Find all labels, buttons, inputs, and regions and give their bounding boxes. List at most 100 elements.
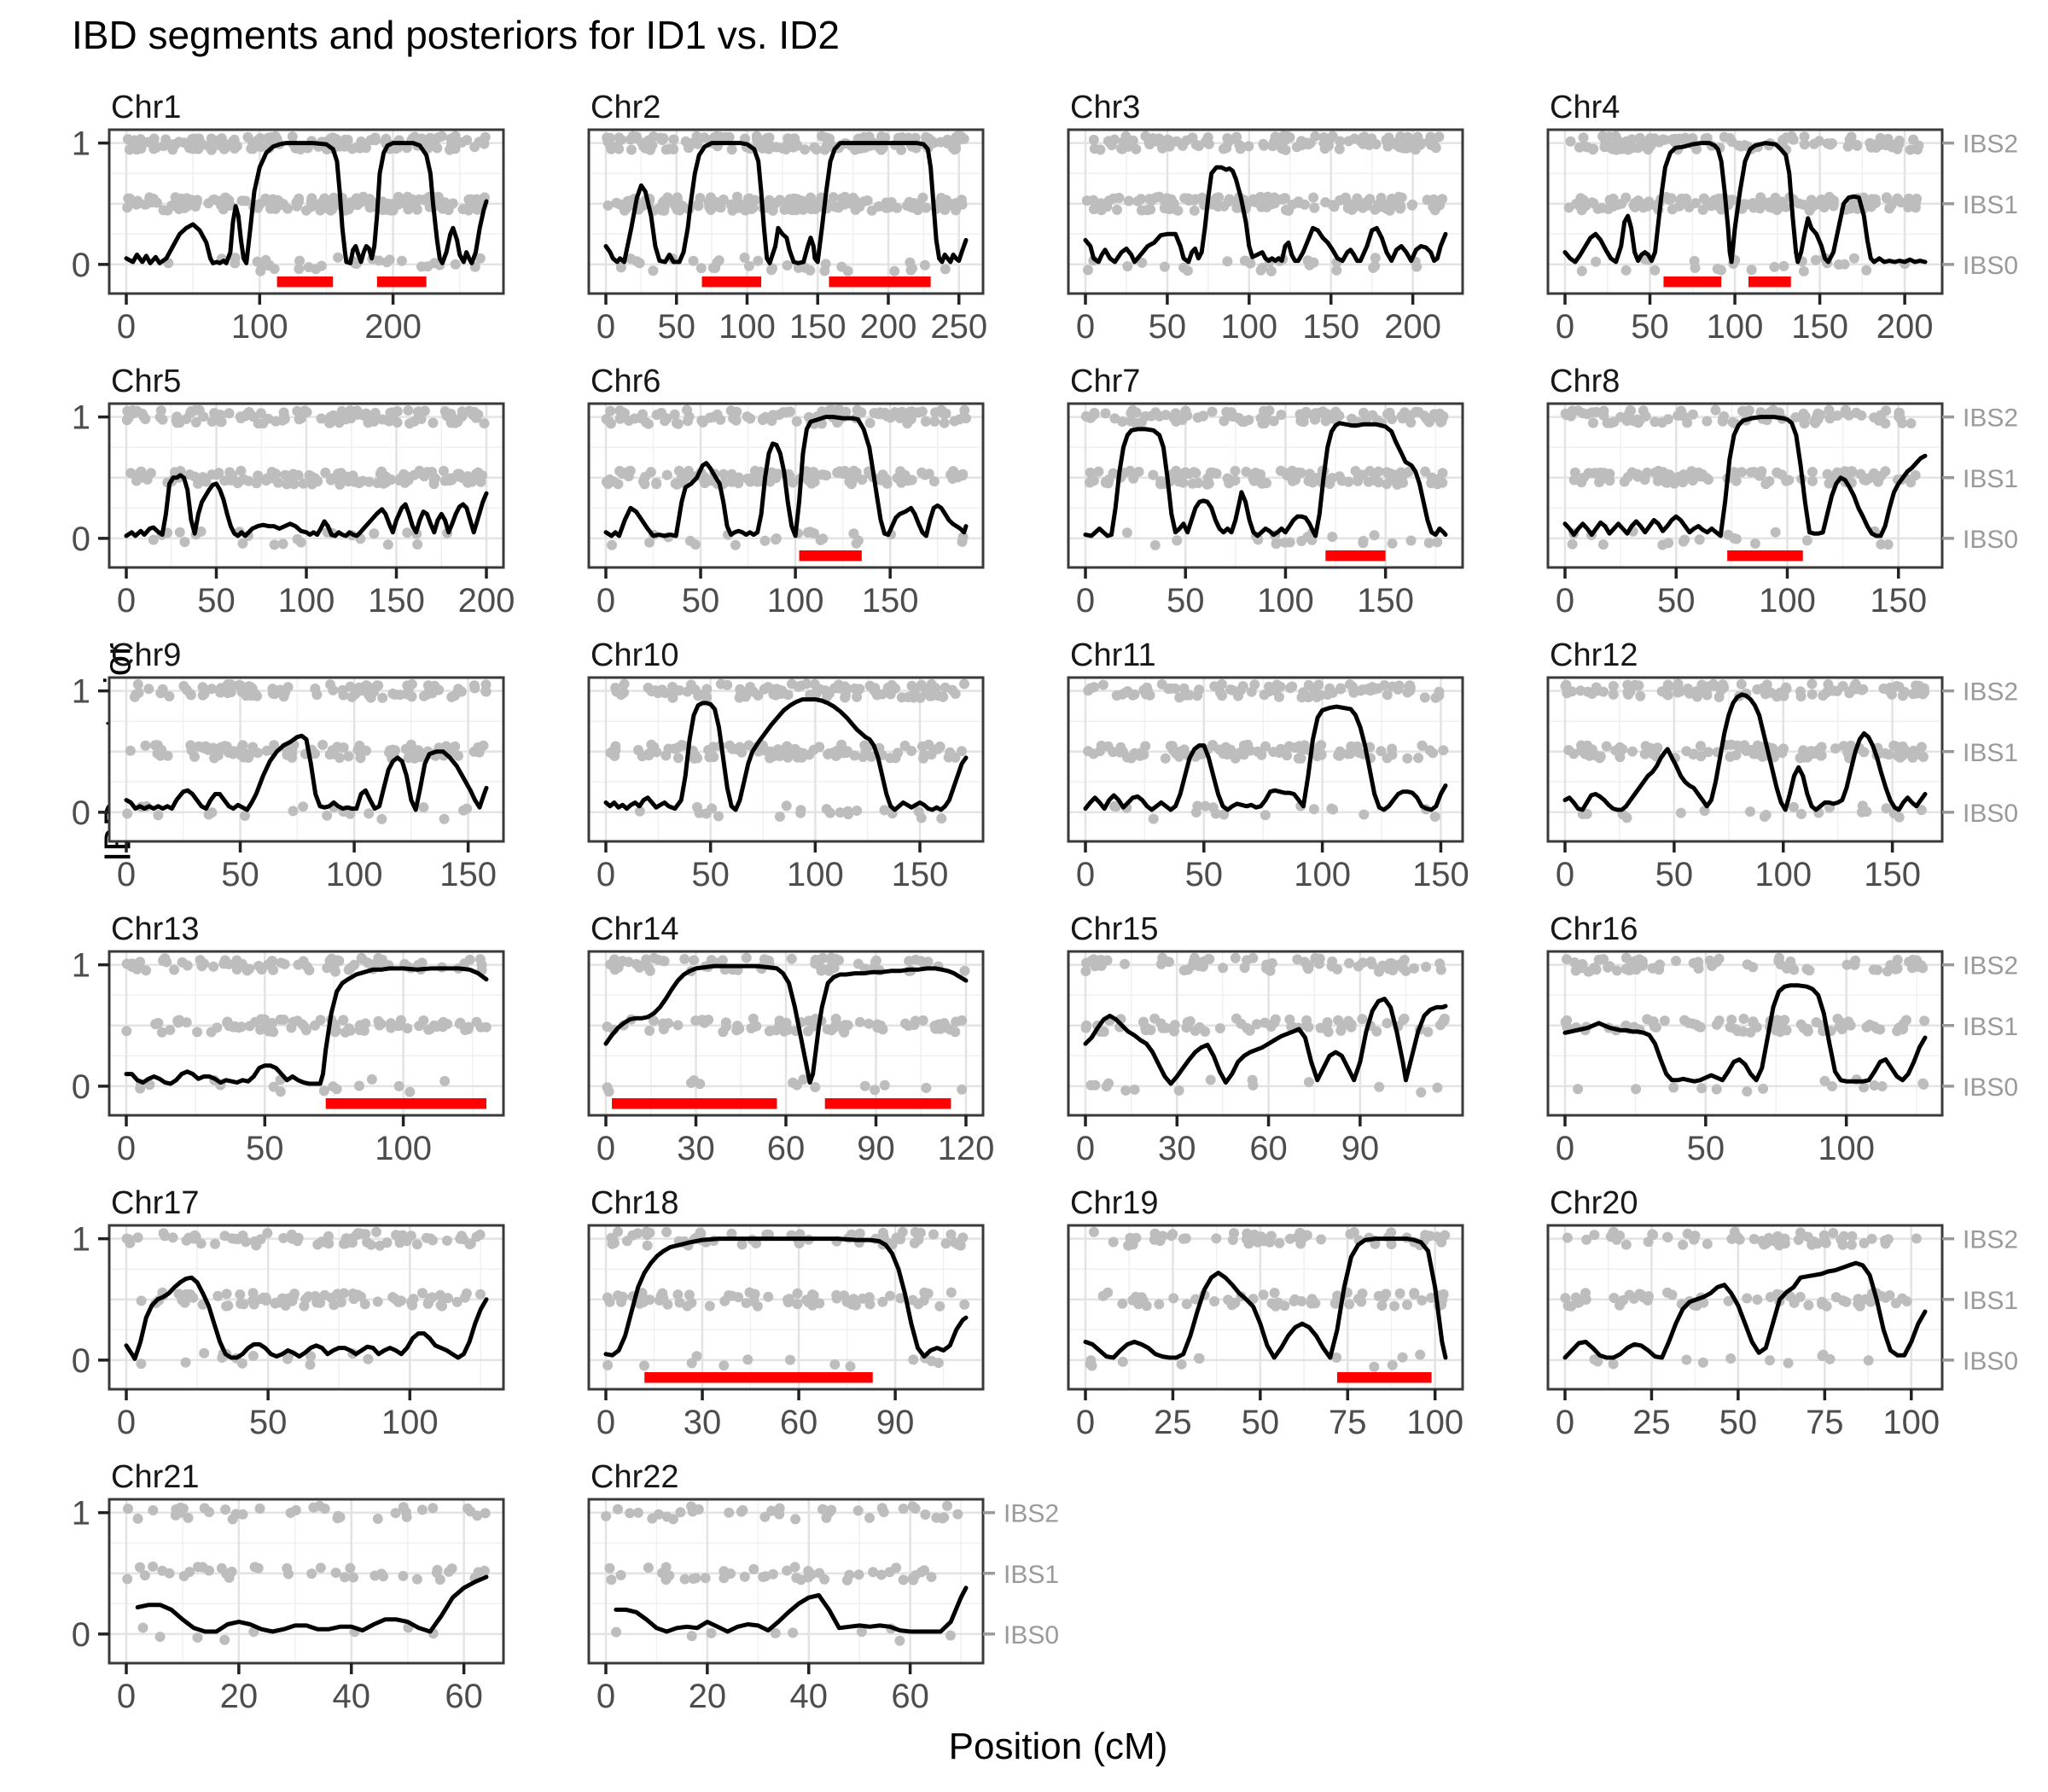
x-tick-label: 150 bbox=[368, 582, 425, 620]
ibs-scatter-dots bbox=[122, 678, 492, 824]
panel-border bbox=[1067, 1224, 1464, 1391]
ibs-axis-label: IBS2 bbox=[1963, 952, 2018, 980]
ibs-scatter-dots bbox=[605, 678, 969, 824]
ibd-posterior-line bbox=[1083, 421, 1448, 538]
y-tick-label: 0 bbox=[72, 1068, 90, 1106]
x-tick-label: 200 bbox=[1876, 308, 1934, 346]
facet-label: Chr16 bbox=[1550, 911, 1638, 947]
ibd-posterior-line bbox=[124, 966, 489, 1086]
panel-border bbox=[587, 128, 985, 295]
x-tick-label: 0 bbox=[117, 856, 136, 893]
panel-chr3: Chr3 0 50 100 150 200 bbox=[1067, 90, 1464, 346]
ibs-axis-label: IBS0 bbox=[1963, 526, 2018, 554]
panel-chr15: Chr15 0 30 60 90 bbox=[1067, 911, 1464, 1167]
x-tick-label: 120 bbox=[938, 1130, 995, 1167]
x-tick-label: 50 bbox=[1167, 582, 1205, 620]
panel-chr10: Chr10 0 50 100 150 bbox=[587, 637, 985, 893]
facet-label: Chr7 bbox=[1070, 364, 1140, 399]
x-tick-label: 100 bbox=[231, 308, 288, 346]
panel-border bbox=[1546, 1224, 1944, 1391]
x-tick-label: 200 bbox=[1384, 308, 1441, 346]
x-tick-label: 150 bbox=[1864, 856, 1921, 893]
ibd-posterior-line bbox=[1083, 704, 1448, 812]
panel-background bbox=[589, 1499, 983, 1663]
ibd-segment-bar bbox=[829, 276, 931, 288]
x-tick-label: 0 bbox=[596, 308, 615, 346]
x-tick-label: 90 bbox=[1341, 1130, 1380, 1167]
ibs-axis-label: IBS2 bbox=[1963, 404, 2018, 433]
panel-chr7: Chr7 0 50 100 150 bbox=[1067, 364, 1464, 620]
panel-border bbox=[1546, 676, 1944, 843]
facet-label: Chr11 bbox=[1070, 637, 1156, 673]
x-tick-label: 0 bbox=[596, 856, 615, 893]
ibd-posterior-line bbox=[135, 1574, 489, 1634]
x-tick-label: 20 bbox=[689, 1678, 727, 1715]
x-tick-label: 100 bbox=[719, 308, 776, 346]
facet-label: Chr18 bbox=[591, 1185, 679, 1221]
x-tick-label: 60 bbox=[891, 1678, 929, 1715]
x-tick-label: 100 bbox=[1406, 1404, 1463, 1441]
x-tick-label: 0 bbox=[1556, 1130, 1574, 1167]
ibs-axis-label: IBS1 bbox=[1004, 1561, 1059, 1589]
ibs-axis-label: IBS1 bbox=[1963, 191, 2018, 219]
ibd-segment-bar bbox=[1663, 276, 1722, 288]
x-tick-label: 100 bbox=[1257, 582, 1314, 620]
figure-title: IBD segments and posteriors for ID1 vs. … bbox=[72, 13, 840, 57]
x-tick-label: 100 bbox=[1818, 1130, 1875, 1167]
facet-label: Chr10 bbox=[591, 637, 679, 673]
ibd-segment-bar bbox=[276, 276, 334, 288]
panel-border bbox=[587, 1224, 985, 1391]
x-tick-label: 60 bbox=[780, 1404, 818, 1441]
x-tick-label: 50 bbox=[1719, 1404, 1758, 1441]
x-tick-label: 0 bbox=[1076, 1130, 1095, 1167]
x-tick-label: 0 bbox=[1556, 308, 1574, 346]
ibd-segment-bar bbox=[644, 1372, 873, 1383]
x-tick-label: 100 bbox=[1220, 308, 1277, 346]
facet-label: Chr6 bbox=[591, 364, 660, 399]
panel-background bbox=[1548, 678, 1942, 841]
ibs-axis-label: IBS1 bbox=[1963, 465, 2018, 493]
x-tick-label: 100 bbox=[1882, 1404, 1940, 1441]
x-tick-label: 50 bbox=[1185, 856, 1224, 893]
ibd-posterior-line bbox=[603, 1236, 969, 1359]
y-tick-label: 1 bbox=[72, 673, 90, 711]
x-tick-label: 90 bbox=[857, 1130, 895, 1167]
x-tick-label: 50 bbox=[1242, 1404, 1280, 1441]
x-tick-label: 30 bbox=[684, 1404, 722, 1441]
x-tick-label: 100 bbox=[375, 1130, 432, 1167]
y-tick-label: 1 bbox=[72, 125, 90, 163]
x-tick-label: 50 bbox=[1631, 308, 1669, 346]
x-tick-label: 100 bbox=[1707, 308, 1764, 346]
facet-label: Chr21 bbox=[111, 1459, 200, 1495]
ibd-segment-bar bbox=[376, 276, 427, 288]
x-tick-label: 50 bbox=[1149, 308, 1187, 346]
facet-label: Chr4 bbox=[1550, 90, 1620, 125]
panel-border bbox=[1067, 402, 1464, 569]
panel-border bbox=[1067, 676, 1464, 843]
x-tick-label: 60 bbox=[1249, 1130, 1288, 1167]
panel-border bbox=[1067, 950, 1464, 1117]
ibd-posterior-line bbox=[603, 415, 969, 538]
ibs-axis-label: IBS2 bbox=[1963, 678, 2018, 707]
x-tick-label: 150 bbox=[1870, 582, 1927, 620]
panel-chr20: Chr20 0 25 50 75 100 IBS2 IBS1 IBS0 bbox=[1546, 1185, 2018, 1441]
panel-chr17: Chr17 0 50 100 1 0 bbox=[72, 1185, 505, 1441]
facet-label: Chr3 bbox=[1070, 90, 1140, 125]
ibd-posterior-line bbox=[603, 697, 969, 812]
x-tick-label: 30 bbox=[677, 1130, 715, 1167]
panel-chr21: Chr21 0 20 40 60 1 0 bbox=[72, 1459, 505, 1715]
panel-chr1: Chr1 0 100 200 1 0 bbox=[72, 90, 505, 346]
ibs-axis-label: IBS1 bbox=[1963, 1287, 2018, 1315]
x-tick-label: 150 bbox=[789, 308, 847, 346]
x-tick-label: 60 bbox=[767, 1130, 806, 1167]
panel-border bbox=[108, 676, 505, 843]
ibs-scatter-dots bbox=[1080, 404, 1449, 550]
panel-chr6: Chr6 0 50 100 150 bbox=[587, 364, 985, 620]
x-tick-label: 60 bbox=[445, 1678, 483, 1715]
x-tick-label: 0 bbox=[117, 1404, 136, 1441]
panel-chr11: Chr11 0 50 100 150 bbox=[1067, 637, 1469, 893]
y-tick-label: 1 bbox=[72, 1221, 90, 1259]
ibs-scatter-dots bbox=[601, 1500, 963, 1646]
ibd-posterior-line bbox=[1083, 165, 1448, 265]
ibs-axis-label: IBS1 bbox=[1963, 739, 2018, 767]
